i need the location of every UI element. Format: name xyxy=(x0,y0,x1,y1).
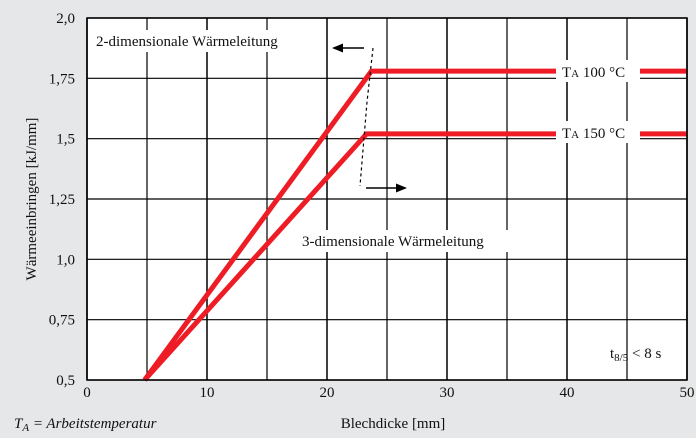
y-tick-labels: 0,5 0,75 1,0 1,25 1,5 1,75 2,0 xyxy=(49,11,75,389)
y-tick-label: 1,0 xyxy=(56,252,75,268)
series-label-100-text: 100 °C xyxy=(579,65,625,81)
footnote-sub: A xyxy=(21,422,29,434)
y-tick-label: 0,75 xyxy=(49,313,75,329)
arrow-left-icon xyxy=(332,43,364,53)
y-tick-label: 1,25 xyxy=(49,192,75,208)
series-label-100: TA 100 °C xyxy=(562,65,625,81)
x-tick-label: 50 xyxy=(680,385,695,401)
t85-condition: t8/5 < 8 s xyxy=(610,346,661,364)
annotation-2d-bg xyxy=(93,30,321,52)
x-tick-labels: 0 10 20 30 40 50 xyxy=(83,385,694,401)
series-label-bg-100 xyxy=(556,60,640,82)
y-tick-label: 1,75 xyxy=(49,71,75,87)
annotation-2d: 2-dimensionale Wärmeleitung xyxy=(96,34,278,50)
boundary-dashed-line xyxy=(359,47,374,187)
t85-text: < 8 s xyxy=(628,346,661,362)
footnote-text: = Arbeitstemperatur xyxy=(29,416,157,432)
y-axis-label: Wärmeeinbringen [kJ/mm] xyxy=(24,118,40,281)
footnote-sym: T xyxy=(14,416,24,432)
annotation-3d-bg xyxy=(298,230,530,252)
series-label-150: TA 150 °C xyxy=(562,126,625,142)
y-tick-label: 1,5 xyxy=(56,132,75,148)
x-tick-label: 0 xyxy=(83,385,91,401)
x-tick-label: 30 xyxy=(440,385,455,401)
series-label-100-sym: T xyxy=(562,65,571,81)
plot-frame xyxy=(86,17,688,381)
series-label-100-sub: A xyxy=(571,68,579,80)
footnote: TA = Arbeitstemperatur xyxy=(14,416,157,434)
y-tick-label: 0,5 xyxy=(56,373,75,389)
series-label-150-sym: T xyxy=(562,126,571,142)
series-label-bg-150 xyxy=(556,121,640,143)
x-tick-label: 40 xyxy=(560,385,575,401)
y-tick-label: 2,0 xyxy=(56,11,75,27)
series-label-150-text: 150 °C xyxy=(579,126,625,142)
grid xyxy=(86,17,688,381)
x-tick-label: 20 xyxy=(320,385,335,401)
t85-sym: t xyxy=(610,346,615,362)
arrow-right-icon xyxy=(366,183,407,193)
x-tick-label: 10 xyxy=(200,385,215,401)
annotation-3d: 3-dimensionale Wärmeleitung xyxy=(302,234,484,250)
t85-sub: 8/5 xyxy=(614,352,629,364)
x-axis-label: Blechdicke [mm] xyxy=(341,416,446,432)
series-label-150-sub: A xyxy=(571,129,579,141)
